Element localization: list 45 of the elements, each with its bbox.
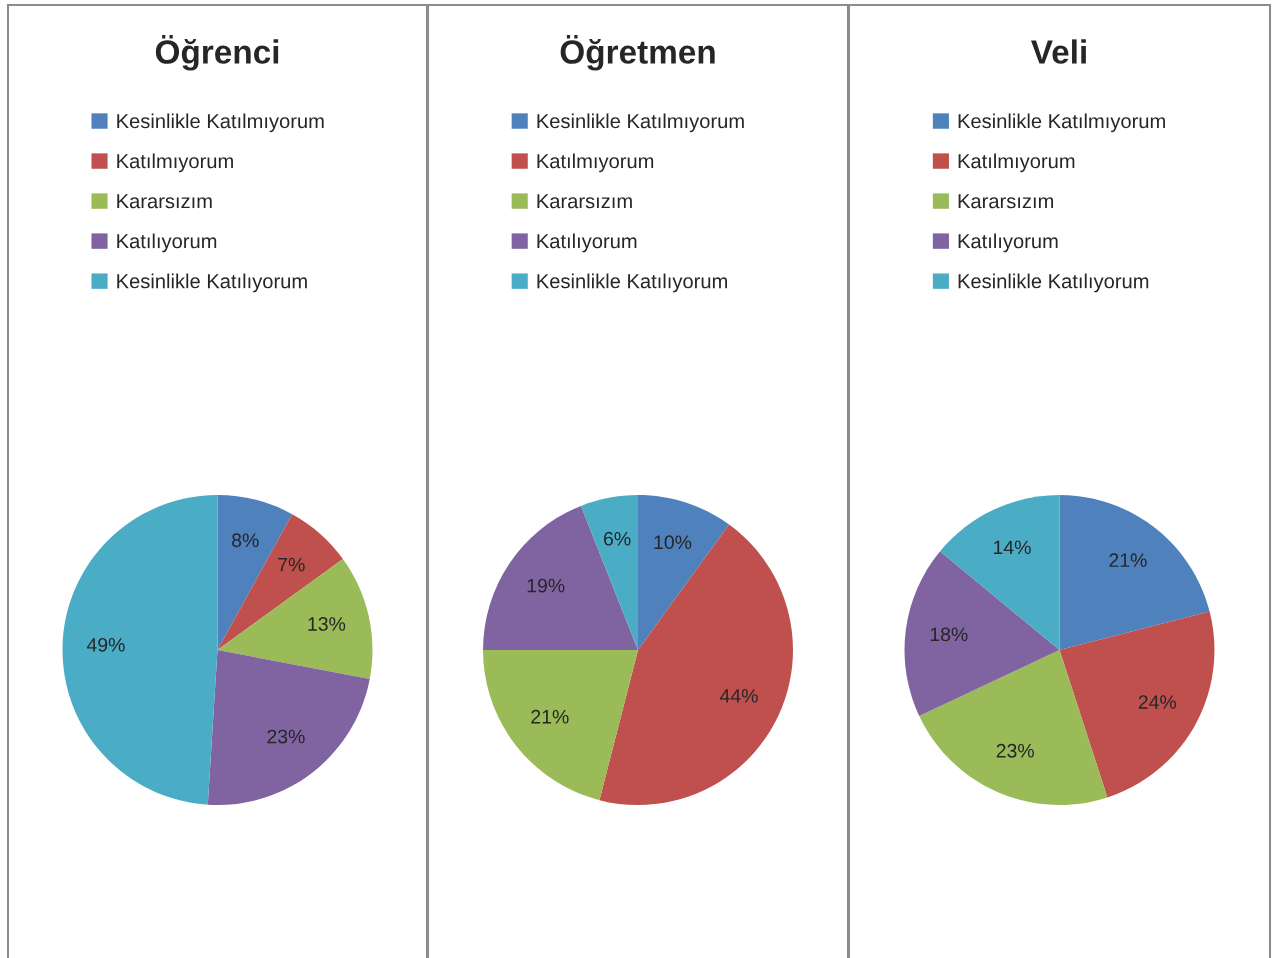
pie-slice [1059, 611, 1215, 798]
pie-slice [207, 650, 370, 805]
legend-label: Kararsızım [537, 194, 632, 209]
legend-label: Kesinlikle Katılmıyorum [537, 113, 744, 133]
data-label: 14% [994, 540, 1031, 555]
data-label: 18% [930, 627, 968, 642]
pie-slice [62, 495, 218, 805]
legend-label: Katılıyorum [958, 233, 1058, 253]
legend-label: Kesinlikle Katılmıyorum [958, 113, 1165, 133]
legend-label: Kararsızım [117, 194, 212, 209]
pie-slice [483, 650, 638, 801]
data-label: 23% [996, 743, 1034, 758]
legend-label: Kesinlikle Katılmıyorum [117, 113, 324, 133]
data-label: 19% [527, 578, 565, 593]
data-label: 44% [719, 689, 758, 703]
chart-title: Veli [1031, 39, 1086, 64]
legend-label: Kesinlikle Katılıyorum [958, 273, 1149, 293]
legend-label: Katılmıyorum [958, 153, 1075, 173]
legend-label: Katılmıyorum [117, 153, 233, 173]
pie-slice [599, 524, 793, 805]
pie-slice [483, 505, 638, 650]
legend-label: Kararsızım [958, 194, 1054, 209]
legend-label: Katılıyorum [117, 233, 217, 253]
data-label: 21% [1109, 553, 1147, 567]
data-label: 24% [1138, 695, 1177, 709]
legend-label: Kesinlikle Katılıyorum [117, 273, 307, 293]
data-label: 8% [232, 533, 259, 548]
data-label: 6% [604, 531, 631, 546]
chart-title: Öğretmen [560, 35, 715, 71]
data-label: 13% [308, 617, 346, 631]
legend-label: Katılıyorum [537, 233, 637, 253]
data-label: 7% [278, 557, 305, 572]
pie-slice [919, 650, 1108, 805]
data-label: 23% [267, 729, 305, 744]
pie-slice [638, 495, 730, 650]
legend-label: Kesinlikle Katılıyorum [537, 273, 727, 293]
legend-label: Katılmıyorum [537, 153, 654, 173]
pie-slice [217, 514, 343, 650]
data-label: 21% [531, 709, 569, 724]
pie-slice [580, 495, 638, 650]
pie-slice [217, 558, 373, 680]
chart-title: Öğrenci [155, 35, 279, 71]
pie-slice [1059, 495, 1210, 650]
data-label: 49% [86, 637, 125, 652]
data-label: 10% [654, 535, 692, 550]
